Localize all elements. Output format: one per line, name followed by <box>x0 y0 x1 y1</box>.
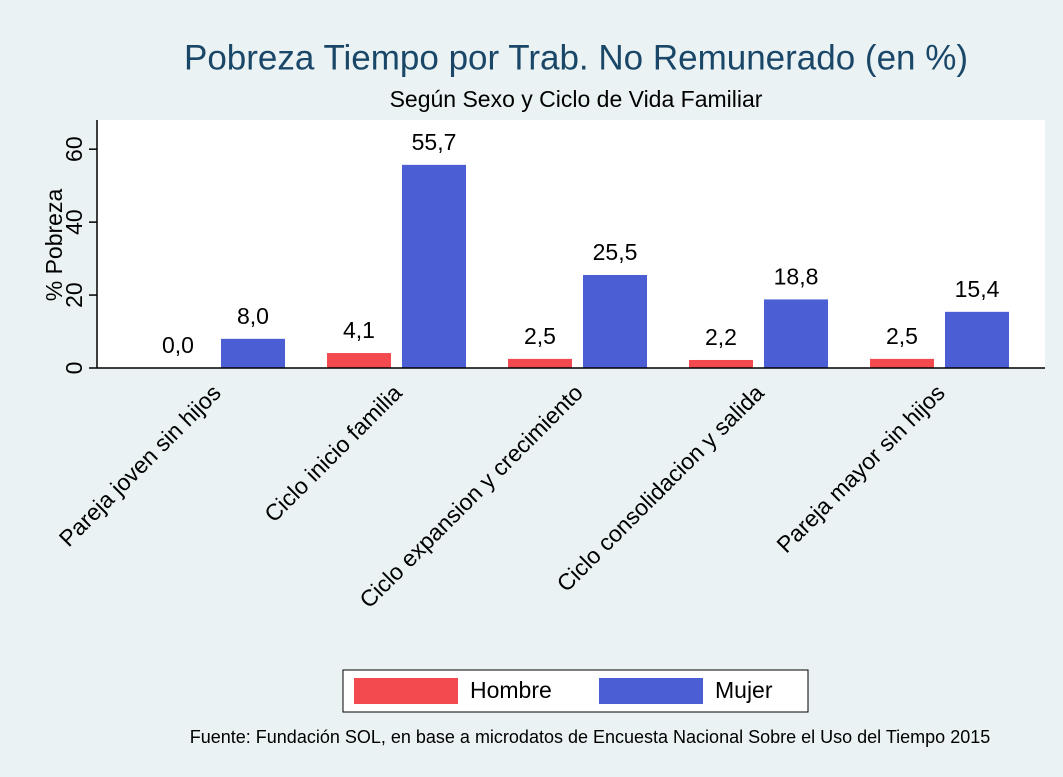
bar <box>508 358 572 368</box>
legend-label: Hombre <box>470 677 552 703</box>
bar <box>764 299 828 368</box>
value-label: 55,7 <box>412 129 457 155</box>
value-label: 2,5 <box>524 323 556 349</box>
y-tick-label: 40 <box>61 209 87 235</box>
bar <box>583 275 647 368</box>
y-tick-label: 60 <box>61 136 87 162</box>
bar <box>689 359 753 368</box>
value-label: 4,1 <box>343 317 375 343</box>
value-label: 18,8 <box>774 264 819 290</box>
value-label: 25,5 <box>593 239 638 265</box>
value-label: 2,5 <box>886 323 918 349</box>
bar <box>327 353 391 368</box>
value-label: 8,0 <box>237 303 269 329</box>
y-axis-label: % Pobreza <box>41 189 67 302</box>
chart-title: Pobreza Tiempo por Trab. No Remunerado (… <box>184 38 968 77</box>
plot-area <box>97 120 1045 368</box>
value-label: 2,2 <box>705 324 737 350</box>
y-tick-label: 0 <box>61 362 87 375</box>
chart-subtitle: Según Sexo y Ciclo de Vida Familiar <box>390 86 763 112</box>
legend-swatch <box>599 678 703 704</box>
legend-label: Mujer <box>715 677 773 703</box>
value-label: 15,4 <box>955 276 1000 302</box>
legend-swatch <box>354 678 458 704</box>
bar <box>402 164 466 368</box>
bar <box>221 338 285 368</box>
value-label: 0,0 <box>162 332 194 358</box>
bar <box>870 358 934 368</box>
y-tick-label: 20 <box>61 282 87 308</box>
bar <box>945 311 1009 368</box>
source-note: Fuente: Fundación SOL, en base a microda… <box>190 727 990 747</box>
